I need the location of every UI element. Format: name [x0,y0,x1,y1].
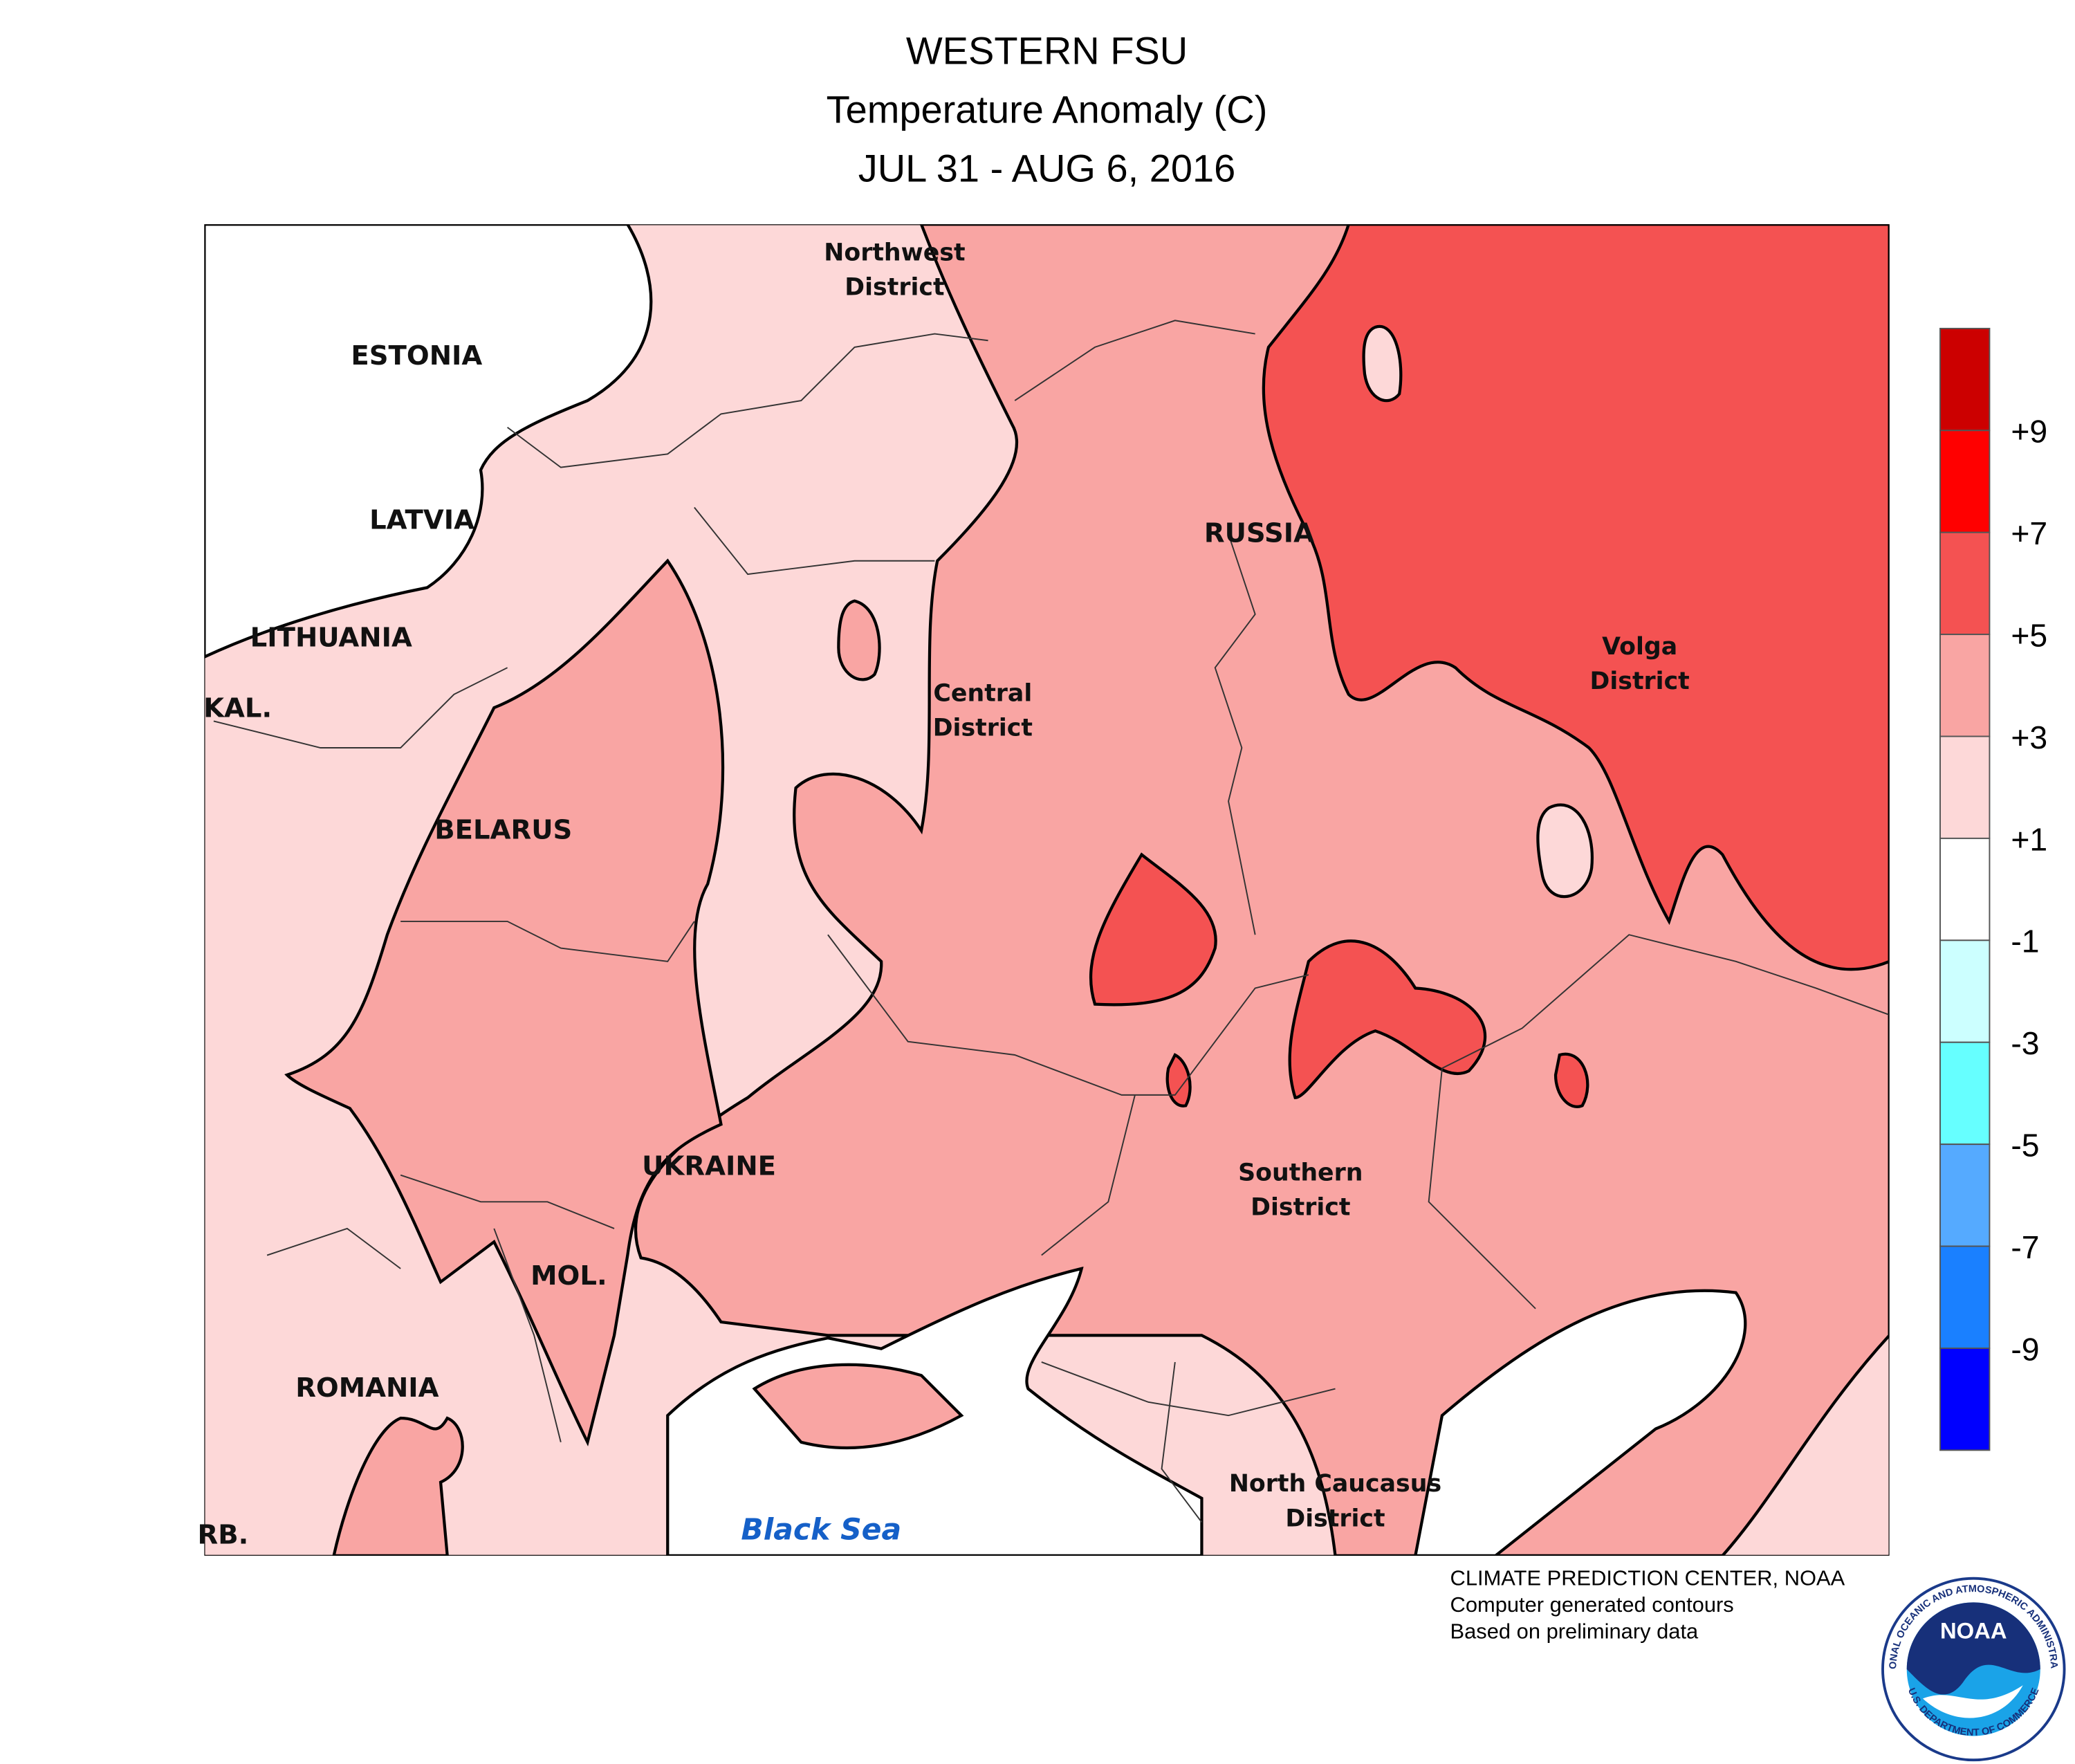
baltic-zone [204,224,653,659]
legend-swatch [1939,735,1991,839]
small-blob [1165,1053,1192,1108]
footer-line: Computer generated contours [1450,1592,1734,1617]
logo-name: NOAA [1940,1618,2007,1644]
legend-label: +7 [2011,515,2047,551]
sea-label: Black Sea [741,1514,901,1547]
legend-label: -3 [2011,1025,2039,1061]
legend-swatch [1939,430,1991,533]
district-label: Central [933,679,1032,707]
district-labels: Northwest District Central District Volga Dis… [824,239,1690,1532]
region-label: MOL. [531,1260,607,1292]
region-label: ESTONIA [351,340,482,371]
map: ESTONIA LATVIA LITHUANIA KAL. BELARUS UK… [197,224,1890,1556]
volga-hole [1362,324,1403,403]
region-label: ROMANIA [295,1372,439,1404]
legend-label: +3 [2011,719,2047,755]
legend-swatch [1939,1347,1991,1451]
region-label: BELARUS [434,814,572,845]
borders [213,320,1890,1523]
region-label: RB. [197,1519,248,1550]
footer-line: CLIMATE PREDICTION CENTER, NOAA [1450,1565,1845,1590]
small-blob [1553,1052,1589,1108]
region-label: LITHUANIA [250,622,412,653]
district-label: Northwest [824,239,965,266]
legend-label: -9 [2011,1331,2039,1367]
nw-blob [837,599,881,681]
crimea [752,1363,964,1450]
district-label: North Caucasus [1229,1470,1441,1498]
legend-swatch [1939,1041,1991,1146]
legend-swatch [1939,327,1991,432]
volga-zone [1262,224,1890,971]
romania-blob [332,1416,464,1556]
district-label: Southern [1238,1159,1363,1186]
volga-hole [1536,803,1594,899]
region-label: RUSSIA [1204,518,1314,549]
logo-gull [1922,1685,2023,1718]
district-label: District [933,715,1033,742]
legend-label: -1 [2011,924,2039,959]
legend-label: +1 [2011,821,2047,857]
legend-swatch [1939,1245,1991,1349]
legend-label: -7 [2011,1229,2039,1265]
subtitle: Temperature Anomaly (C) [827,88,1268,131]
legend-label: +5 [2011,617,2047,653]
caspian [1414,1289,1747,1556]
district-label: District [1251,1194,1350,1222]
legend-swatch [1939,1143,1991,1247]
region-label: LATVIA [369,504,474,535]
district-label: District [1590,668,1690,695]
legend-swatch [1939,939,1991,1043]
footer-line: Based on preliminary data [1450,1619,1699,1644]
legend-label: -5 [2011,1128,2039,1164]
region-label: UKRAINE [642,1151,776,1182]
legend-swatch [1939,531,1991,636]
district-label: Volga [1602,633,1677,661]
belarus-zone [284,558,725,1446]
central-blob [1089,852,1217,1007]
region-label: KAL. [203,693,272,724]
district-label: District [1285,1505,1385,1532]
legend-label: +9 [2011,414,2047,450]
legend-swatch [1939,837,1991,941]
period: JUL 31 - AUG 6, 2016 [858,147,1236,190]
title: WESTERN FSU [906,29,1188,73]
southern-blob [1288,939,1486,1099]
logo-top [1906,1602,2040,1695]
legend: +9 +7 +5 +3 +1 -1 -3 -5 -7 -9 [1939,327,2047,1451]
legend-swatch [1939,634,1991,737]
district-label: District [845,274,944,302]
